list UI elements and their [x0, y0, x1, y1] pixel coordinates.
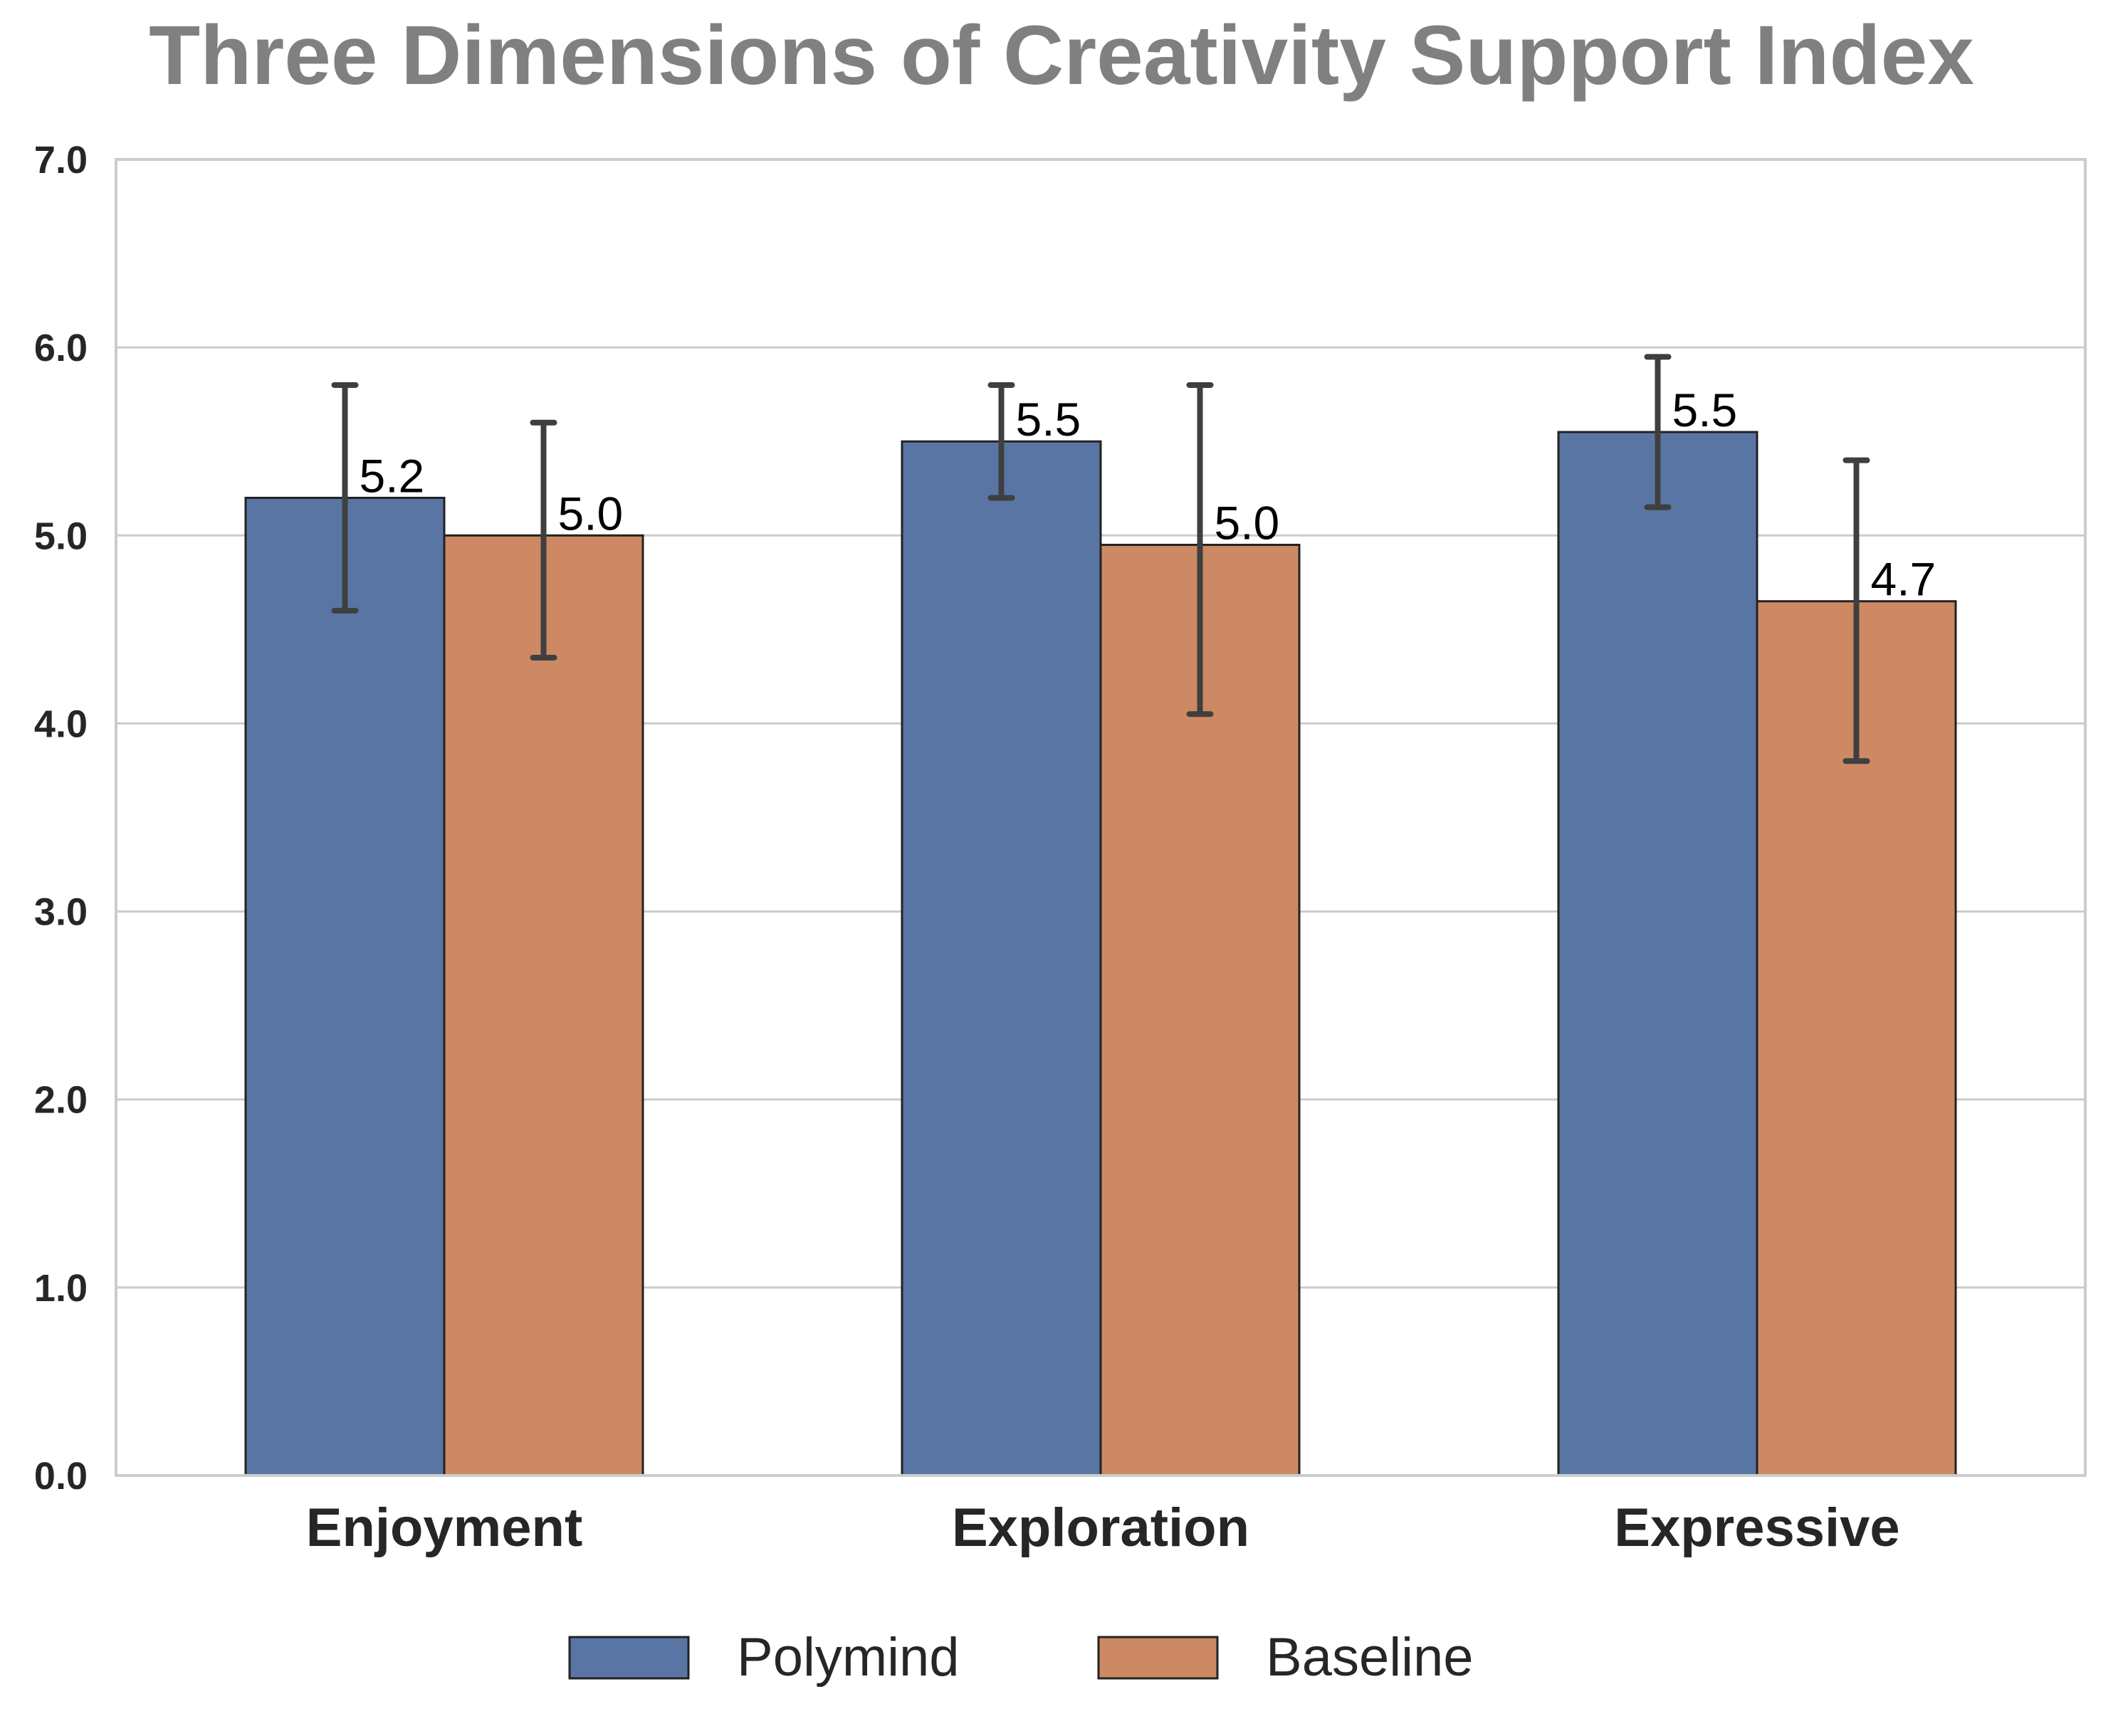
legend-label: Polymind: [737, 1627, 960, 1688]
y-tick-label: 5.0: [34, 515, 88, 557]
bar-polymind-enjoyment: [244, 496, 446, 1477]
data-label: 5.0: [558, 487, 624, 540]
bar-baseline-enjoyment: [443, 534, 644, 1477]
error-bar: [530, 419, 557, 661]
legend-item-polymind: Polymind: [568, 1627, 960, 1688]
data-label: 5.5: [1672, 384, 1738, 436]
x-tick-label: Exploration: [952, 1498, 1249, 1558]
legend-swatch: [1097, 1636, 1219, 1680]
legend-swatch: [568, 1636, 690, 1680]
data-label: 5.0: [1215, 496, 1280, 549]
bar-polymind-expressive: [1557, 431, 1758, 1477]
y-tick-label: 0.0: [34, 1455, 88, 1498]
data-label: 5.5: [1016, 393, 1081, 446]
y-tick-label: 4.0: [34, 703, 88, 745]
x-tick-label: Enjoyment: [306, 1498, 583, 1558]
error-bar: [1186, 382, 1214, 717]
error-bar: [987, 382, 1015, 501]
data-label: 4.7: [1871, 553, 1936, 606]
y-tick-label: 6.0: [34, 327, 88, 369]
y-tick-label: 7.0: [34, 139, 88, 182]
error-bar: [331, 382, 359, 614]
bar-polymind-exploration: [901, 440, 1102, 1477]
error-bar: [1842, 457, 1870, 764]
legend-item-baseline: Baseline: [1097, 1627, 1474, 1688]
legend-label: Baseline: [1266, 1627, 1474, 1688]
error-bar: [1644, 354, 1672, 510]
legend: Polymind Baseline: [568, 1627, 1474, 1688]
plot-frame: [115, 158, 2087, 1477]
y-tick-label: 2.0: [34, 1079, 88, 1122]
x-tick-label: Expressive: [1614, 1498, 1899, 1558]
chart-title: Three Dimensions of Creativity Support I…: [149, 9, 1974, 102]
data-label: 5.2: [360, 449, 425, 502]
y-tick-label: 1.0: [34, 1267, 88, 1310]
y-tick-label: 3.0: [34, 891, 88, 934]
